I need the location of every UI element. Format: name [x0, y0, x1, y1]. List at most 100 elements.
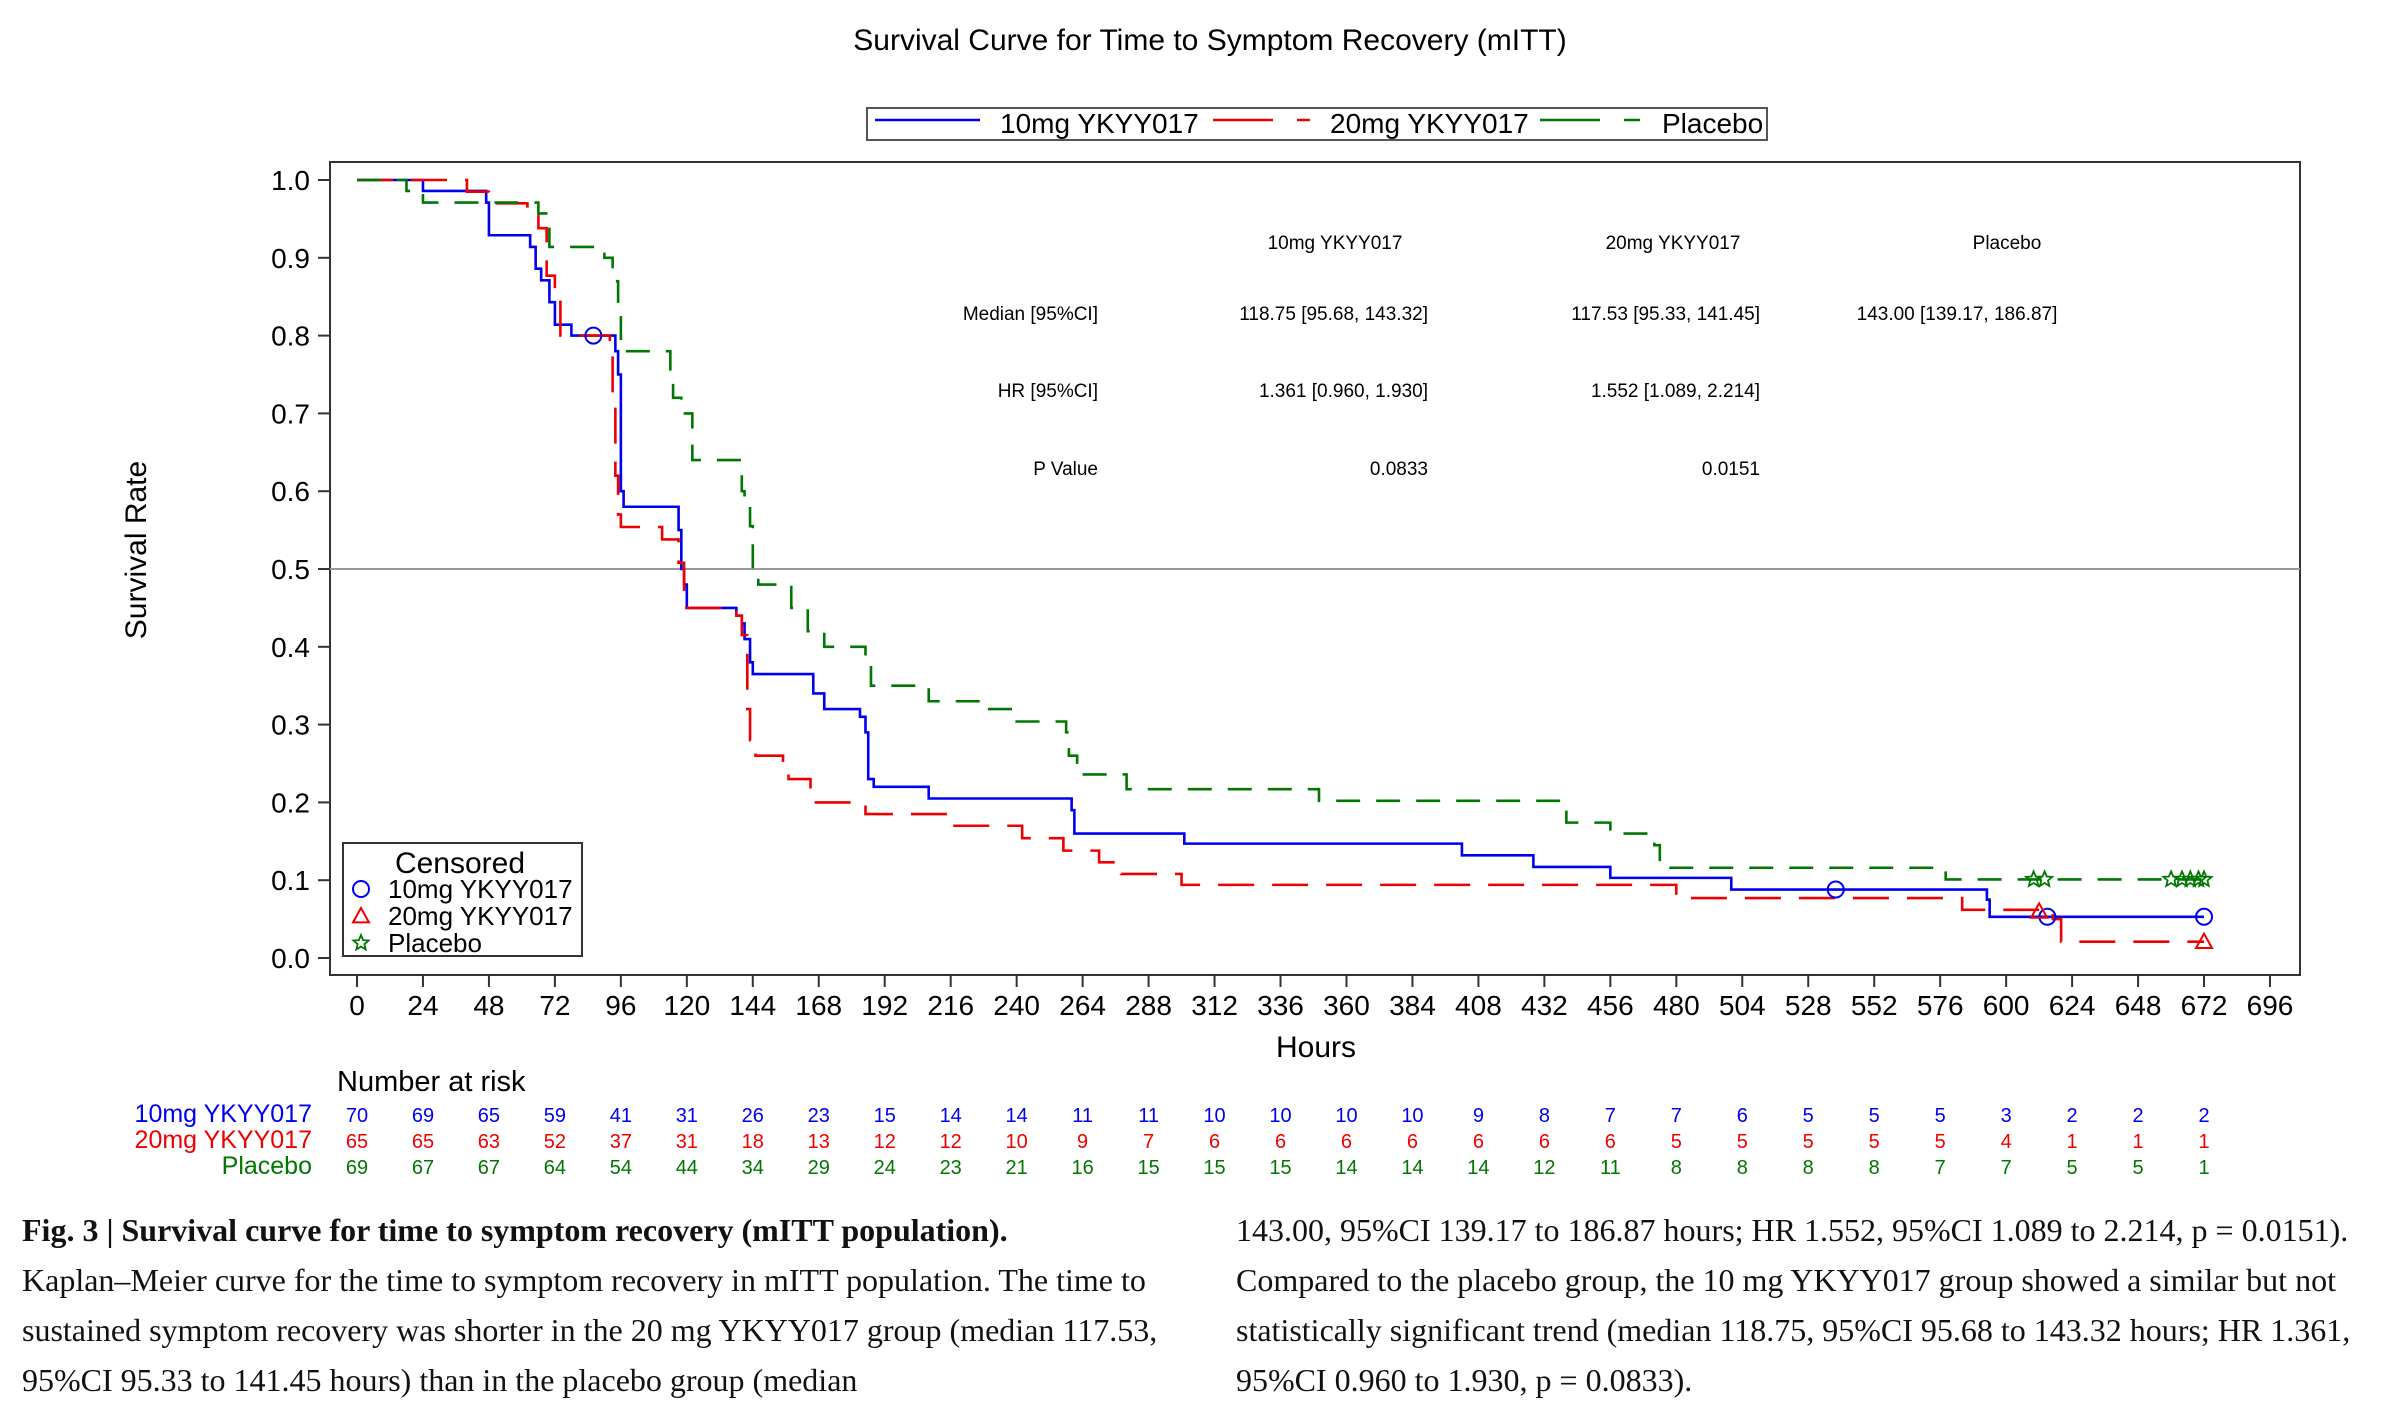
risk-cell: 11 — [1072, 1105, 1093, 1127]
risk-table-title: Number at risk — [337, 1066, 526, 1098]
x-tick-label: 336 — [1257, 990, 1304, 1021]
stats-cell: 0.0833 — [1370, 459, 1428, 480]
risk-cell: 44 — [676, 1157, 698, 1179]
y-tick-label: 0.7 — [271, 398, 310, 429]
risk-cell: 8 — [1803, 1157, 1814, 1179]
x-tick-label: 432 — [1521, 990, 1568, 1021]
risk-cell: 9 — [1473, 1105, 1484, 1127]
risk-cell: 67 — [412, 1157, 434, 1179]
risk-cell: 5 — [1803, 1131, 1814, 1153]
y-tick-label: 0.5 — [271, 554, 310, 585]
risk-cell: 67 — [478, 1157, 500, 1179]
x-tick-label: 24 — [407, 990, 438, 1021]
risk-cell: 26 — [742, 1105, 764, 1127]
stats-col-header: Placebo — [1973, 233, 2042, 254]
stats-cell: 1.552 [1.089, 2.214] — [1591, 381, 1760, 402]
risk-cell: 6 — [1407, 1131, 1418, 1153]
risk-cell: 5 — [1803, 1105, 1814, 1127]
stats-cell: 117.53 [95.33, 141.45] — [1571, 304, 1760, 325]
risk-cell: 7 — [1935, 1157, 1946, 1179]
risk-cell: 9 — [1077, 1131, 1088, 1153]
x-tick-label: 600 — [1983, 990, 2030, 1021]
risk-cell: 21 — [1006, 1157, 1028, 1179]
risk-cell: 16 — [1071, 1157, 1093, 1179]
risk-cell: 10 — [1401, 1105, 1423, 1127]
x-tick-label: 264 — [1059, 990, 1106, 1021]
x-tick-label: 48 — [473, 990, 504, 1021]
risk-cell: 14 — [1006, 1105, 1028, 1127]
x-tick-label: 456 — [1587, 990, 1634, 1021]
risk-cell: 6 — [1605, 1131, 1616, 1153]
risk-cell: 5 — [2067, 1157, 2078, 1179]
censor-marker — [2029, 901, 2049, 919]
risk-cell: 4 — [2001, 1131, 2012, 1153]
risk-row-label: Placebo — [222, 1152, 312, 1180]
caption-right: 143.00, 95%CI 139.17 to 186.87 hours; HR… — [1236, 1205, 2386, 1405]
legend-box — [866, 107, 1768, 141]
risk-cell: 14 — [1467, 1157, 1489, 1179]
risk-cell: 11 — [1600, 1157, 1621, 1179]
y-tick-label: 0.2 — [271, 787, 310, 818]
number-at-risk-table: Number at risk 10mg YKYY017 70 69 65 59 41 31 2… — [135, 1066, 2210, 1180]
series-legend: 10mg YKYY017 20mg YKYY017 Placebo — [866, 107, 1768, 141]
survival-curve-10mg — [357, 178, 2205, 919]
y-tick-label: 0.8 — [271, 321, 310, 352]
risk-cell: 8 — [1869, 1157, 1880, 1179]
risk-cell: 41 — [610, 1105, 632, 1127]
risk-cell: 6 — [1209, 1131, 1220, 1153]
survival-curve-20mg — [357, 178, 2205, 943]
risk-cell: 15 — [1269, 1157, 1291, 1179]
y-axis-label: Survival Rate — [120, 461, 153, 639]
censored-legend-label: 10mg YKYY017 — [388, 874, 573, 904]
risk-cell: 31 — [676, 1131, 698, 1153]
risk-cell: 64 — [544, 1157, 566, 1179]
caption-left-text: Kaplan–Meier curve for the time to sympt… — [22, 1262, 1158, 1398]
risk-cell: 12 — [874, 1131, 896, 1153]
x-tick-label: 288 — [1125, 990, 1172, 1021]
y-tick-label: 0.4 — [271, 632, 310, 663]
risk-cell: 63 — [478, 1131, 500, 1153]
risk-cell: 54 — [610, 1157, 632, 1179]
risk-cell: 15 — [874, 1105, 896, 1127]
risk-cell: 69 — [412, 1105, 434, 1127]
risk-cell: 1 — [2198, 1131, 2209, 1153]
risk-cell: 14 — [1401, 1157, 1423, 1179]
y-tick-label: 0.3 — [271, 710, 310, 741]
x-tick-label: 360 — [1323, 990, 1370, 1021]
risk-cell: 10 — [1203, 1105, 1225, 1127]
censor-marker — [2195, 907, 2214, 926]
x-tick-label: 96 — [605, 990, 636, 1021]
risk-cell: 6 — [1737, 1105, 1748, 1127]
x-tick-label: 72 — [539, 990, 570, 1021]
censored-legend-label: Placebo — [388, 928, 482, 958]
risk-cell: 2 — [2198, 1105, 2209, 1127]
risk-cell: 6 — [1275, 1131, 1286, 1153]
caption-right-text: 143.00, 95%CI 139.17 to 186.87 hours; HR… — [1236, 1212, 2351, 1398]
risk-cell: 65 — [346, 1131, 368, 1153]
risk-cell: 2 — [2067, 1105, 2078, 1127]
censor-marker — [2034, 869, 2055, 888]
risk-cell: 7 — [1605, 1105, 1616, 1127]
stats-row-label: HR [95%CI] — [998, 381, 1098, 402]
risk-cell: 1 — [2133, 1131, 2144, 1153]
x-tick-label: 144 — [729, 990, 776, 1021]
survival-curve-placebo — [357, 178, 2205, 881]
censored-legend-symbol — [351, 932, 371, 952]
x-tick-label: 552 — [1851, 990, 1898, 1021]
x-tick-label: 408 — [1455, 990, 1502, 1021]
stats-cell: 118.75 [95.68, 143.32] — [1239, 304, 1428, 325]
x-tick-label: 240 — [993, 990, 1040, 1021]
risk-cell: 18 — [742, 1131, 764, 1153]
stats-row-label: Median [95%CI] — [963, 304, 1098, 325]
censored-legend-symbol — [351, 905, 371, 924]
risk-cell: 6 — [1341, 1131, 1352, 1153]
risk-cell: 5 — [1935, 1105, 1946, 1127]
y-tick-label: 0.1 — [271, 865, 310, 896]
x-tick-label: 624 — [2049, 990, 2096, 1021]
censor-marker — [2194, 931, 2214, 950]
stats-col-header: 20mg YKYY017 — [1606, 233, 1741, 254]
plot-area: 0.0 0.1 0.2 0.3 0.4 0.5 0.6 0.7 0.8 0.9 1.0 0 24 48 72… — [271, 161, 2301, 1021]
risk-cell: 8 — [1737, 1157, 1748, 1179]
x-tick-label: 168 — [795, 990, 842, 1021]
risk-cell: 23 — [940, 1157, 962, 1179]
